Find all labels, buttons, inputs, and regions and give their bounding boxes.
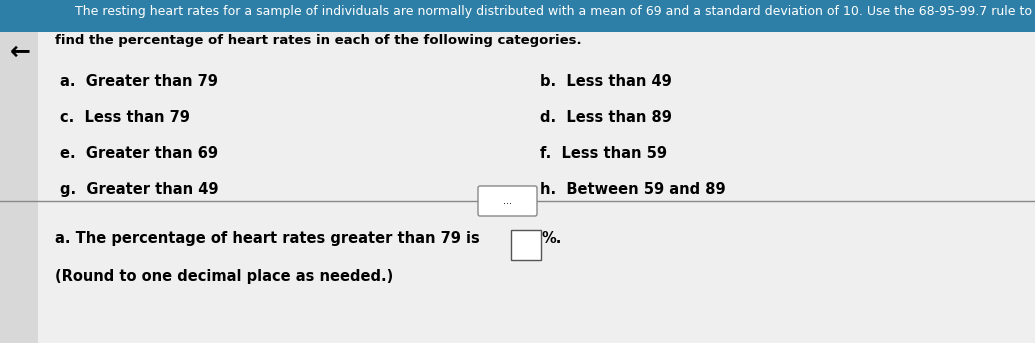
FancyBboxPatch shape [511,230,541,260]
Text: e.  Greater than 69: e. Greater than 69 [60,146,218,161]
Text: f.  Less than 59: f. Less than 59 [540,146,667,161]
Text: ...: ... [503,196,512,206]
Text: g.  Greater than 49: g. Greater than 49 [60,182,218,197]
Text: h.  Between 59 and 89: h. Between 59 and 89 [540,182,726,197]
Bar [0,32,38,343]
Text: a. The percentage of heart rates greater than 79 is: a. The percentage of heart rates greater… [55,231,480,246]
Text: The resting heart rates for a sample of individuals are normally distributed wit: The resting heart rates for a sample of … [75,5,1032,18]
Text: ←: ← [9,40,30,64]
Text: b.  Less than 49: b. Less than 49 [540,74,672,89]
Text: find the percentage of heart rates in each of the following categories.: find the percentage of heart rates in ea… [55,34,582,47]
Text: (Round to one decimal place as needed.): (Round to one decimal place as needed.) [55,269,393,284]
FancyBboxPatch shape [478,186,537,216]
Text: d.  Less than 89: d. Less than 89 [540,110,672,125]
Bar [0,0,1035,32]
Text: %.: %. [542,231,562,246]
Text: a.  Greater than 79: a. Greater than 79 [60,74,218,89]
Text: c.  Less than 79: c. Less than 79 [60,110,189,125]
